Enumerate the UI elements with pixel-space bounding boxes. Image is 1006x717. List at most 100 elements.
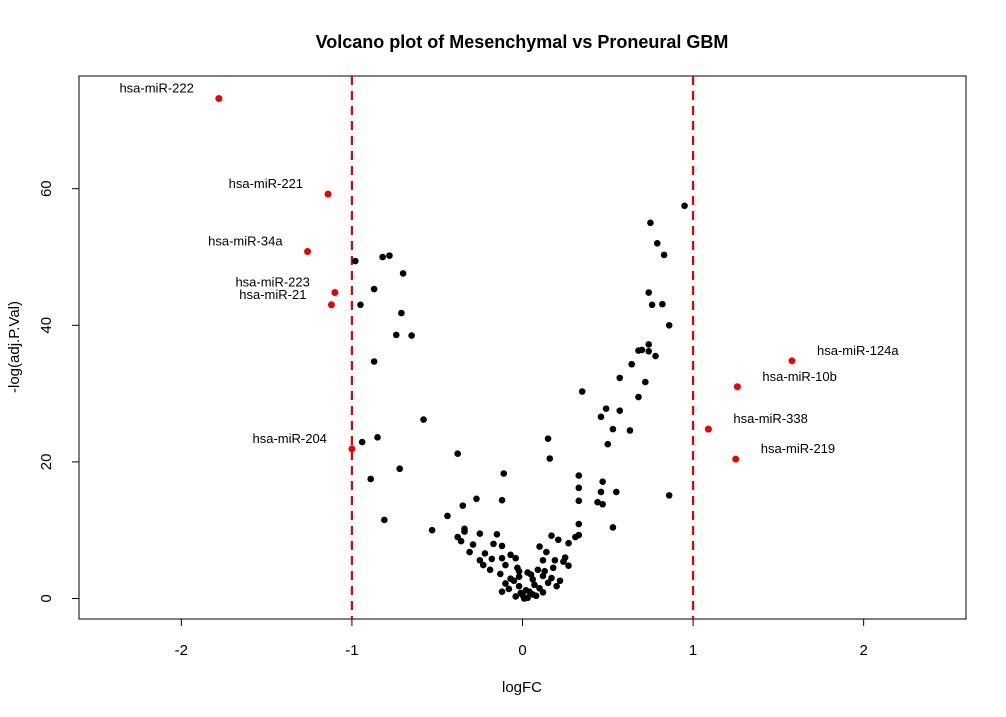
data-point	[578, 388, 586, 395]
significant-point	[324, 190, 332, 198]
data-point	[428, 526, 436, 534]
data-point	[370, 285, 378, 293]
data-point	[553, 582, 560, 590]
data-point	[575, 520, 583, 528]
data-point	[512, 593, 519, 600]
data-point	[551, 556, 559, 564]
significant-point	[304, 248, 312, 256]
data-point	[597, 488, 605, 496]
data-point	[498, 588, 506, 595]
y-tick-label: 0	[38, 594, 55, 602]
data-point	[536, 543, 543, 550]
data-point	[505, 585, 513, 593]
data-point	[645, 341, 653, 348]
threshold-lines	[350, 76, 695, 619]
x-tick-label: 1	[689, 642, 697, 659]
data-point	[616, 407, 624, 414]
y-tick-label: 40	[38, 317, 55, 334]
data-point	[597, 413, 605, 421]
data-point	[572, 533, 579, 541]
data-point	[408, 332, 415, 339]
data-point	[386, 252, 393, 259]
x-tick-label: -2	[175, 642, 188, 659]
point-label: hsa-miR-34a	[208, 234, 283, 249]
data-point	[599, 500, 606, 508]
data-point	[461, 528, 468, 535]
x-axis: -2 -1 0 1 2	[175, 619, 868, 659]
data-point	[594, 498, 601, 506]
data-point	[635, 393, 642, 401]
data-point	[652, 352, 659, 360]
point-label: hsa-miR-124a	[817, 343, 899, 358]
y-tick-label: 60	[38, 180, 55, 197]
y-axis-label: -log(adj.P.Val)	[6, 301, 23, 393]
data-point	[500, 470, 508, 477]
data-point	[515, 573, 523, 580]
data-point	[507, 551, 514, 559]
significant-point	[331, 289, 339, 297]
data-point	[473, 495, 480, 503]
data-point	[543, 548, 550, 556]
data-point	[541, 567, 548, 575]
data-point	[454, 450, 461, 458]
data-point	[459, 502, 467, 509]
data-point	[575, 497, 583, 505]
x-tick-label: 2	[859, 642, 867, 659]
significant-point	[733, 383, 741, 391]
data-point	[645, 347, 653, 355]
point-labels: hsa-miR-222 hsa-miR-221 hsa-miR-34a hsa-miR…	[119, 81, 899, 457]
data-point	[628, 360, 635, 368]
data-point	[653, 240, 661, 247]
data-point	[444, 512, 451, 520]
data-point	[502, 580, 509, 587]
data-point	[609, 524, 617, 531]
data-point	[647, 219, 654, 227]
data-point	[469, 541, 477, 548]
data-point	[352, 257, 359, 265]
data-point	[374, 434, 381, 441]
data-point	[531, 581, 538, 589]
data-point	[681, 202, 688, 210]
data-point	[520, 595, 528, 602]
data-point	[659, 300, 666, 308]
data-point	[599, 478, 606, 486]
significant-point	[732, 455, 740, 463]
data-point	[642, 378, 649, 386]
data-point	[613, 488, 620, 496]
point-label: hsa-miR-10b	[762, 369, 836, 384]
data-point	[626, 427, 634, 434]
point-label: hsa-miR-219	[761, 441, 835, 456]
chart-title: Volcano plot of Mesenchymal vs Proneural…	[316, 32, 729, 52]
data-point	[609, 425, 617, 433]
data-point	[556, 577, 564, 585]
data-point	[498, 554, 506, 562]
data-point	[524, 569, 531, 576]
significant-point	[788, 357, 796, 365]
data-point	[399, 270, 407, 277]
data-point	[357, 301, 364, 309]
data-point	[497, 570, 504, 578]
data-point	[370, 358, 378, 365]
data-point	[457, 537, 465, 545]
data-point	[502, 561, 509, 569]
data-point	[381, 516, 388, 524]
data-point	[604, 440, 612, 448]
data-point	[575, 472, 583, 479]
data-point	[490, 540, 497, 548]
data-point	[420, 416, 427, 423]
point-label: hsa-miR-21	[239, 287, 306, 302]
data-point	[498, 542, 506, 550]
x-tick-label: -1	[345, 642, 358, 659]
data-point	[561, 554, 569, 561]
data-point	[548, 532, 555, 539]
data-point	[544, 579, 552, 587]
y-axis: 0 20 40 60	[38, 180, 79, 603]
data-point	[512, 554, 519, 562]
data-point	[493, 531, 501, 538]
data-point	[645, 289, 653, 296]
data-point	[529, 576, 537, 583]
point-label: hsa-miR-223	[235, 275, 309, 290]
x-axis-label: logFC	[502, 679, 542, 696]
data-point	[507, 575, 514, 583]
